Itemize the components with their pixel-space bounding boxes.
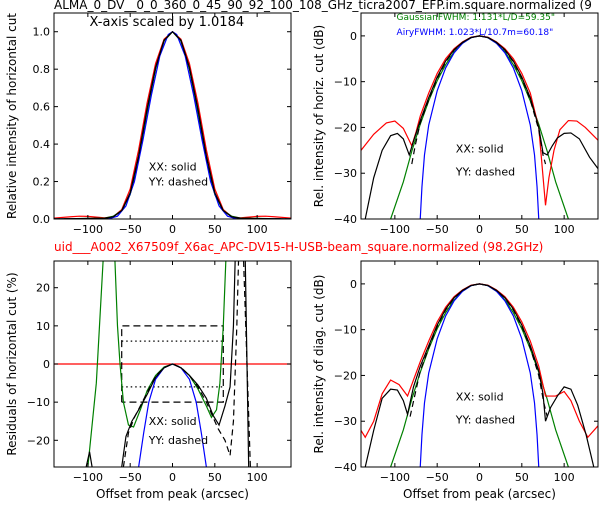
annotation-text: AiryFWHM: 1.023*L/10.7m=60.18" [397,28,554,38]
annotation-text: XX: solid [456,391,504,404]
x-tick-label: −100 [380,471,410,484]
x-tick-label: −50 [426,471,449,484]
series-line-3 [361,35,598,206]
y-tick-label: −30 [334,167,357,180]
x-tick-label: 0 [476,223,483,236]
y-tick-label: −10 [334,76,357,89]
annotation-text: YY: dashed [148,434,208,447]
y-tick-label: 0 [43,358,50,371]
x-tick-label: 50 [208,471,222,484]
x-tick-label: −100 [73,223,103,236]
y-axis-label: Rel. intensity of diag. cut (dB) [312,275,326,454]
annotation-text: XX: solid [149,160,197,173]
x-tick-label: 50 [515,471,529,484]
x-tick-label: 0 [476,471,483,484]
annotation-text: YY: dashed [148,175,208,188]
y-tick-label: −40 [334,213,357,226]
x-tick-label: −50 [119,471,142,484]
x-tick-label: 100 [554,223,575,236]
annotation-text: GaussianFWHM: 1.131*L/D=59.35" [397,13,555,23]
annotation-text: XX: solid [149,415,197,428]
x-tick-label: 100 [247,471,268,484]
x-axis-label: Offset from peak (arcsec) [96,487,249,501]
x-tick-label: 50 [208,223,222,236]
x-tick-label: −100 [73,471,103,484]
series-line-5 [411,35,547,165]
annotation-text: YY: dashed [455,166,515,179]
y-tick-label: 10 [36,320,50,333]
annotation-text: XX: solid [456,143,504,156]
series-line-12 [243,261,251,467]
panel-horizontal-cut-linear: −100 −50 0 50 100 0.0 0.2 0.4 0.6 0.8 1.0 Relative … [5,12,292,236]
series-line-2 [54,30,291,219]
series-line-11 [122,261,240,467]
x-tick-label: −100 [380,223,410,236]
y-tick-label: −20 [334,121,357,134]
series-line-1 [54,30,291,219]
y-tick-label: 0.0 [33,213,51,226]
plot-frame [360,260,599,468]
series-line-3 [54,31,291,219]
series-line-2 [419,283,540,467]
y-tick-label: 20 [36,282,50,295]
plot-frame [360,12,599,220]
x-tick-label: 50 [515,223,529,236]
series-line-9 [85,451,93,467]
annotation-text: X-axis scaled by 1.0184 [90,15,245,30]
y-tick-label: 1.0 [33,26,51,39]
x-tick-label: 100 [554,471,575,484]
y-tick-label: 0 [350,30,357,43]
y-tick-label: 0.8 [33,63,51,76]
figure-title-top: ALMA_0_DV__0_0_360_0_45_90_92_100_108_GH… [54,0,592,12]
y-tick-label: −20 [334,369,357,382]
y-tick-label: −30 [334,415,357,428]
series-line-4 [364,35,598,219]
x-tick-label: −50 [119,223,142,236]
y-tick-label: −10 [27,396,50,409]
y-tick-label: −10 [334,324,357,337]
y-tick-label: 0.2 [33,176,51,189]
figure-title-mid: uid___A002_X67509f_X6ac_APC-DV15-H-USB-b… [54,240,543,254]
y-tick-label: 0 [350,278,357,291]
series-line-5 [87,261,104,467]
y-tick-label: −20 [27,434,50,447]
y-axis-label: Rel. intensity of horiz. cut (dB) [312,25,326,207]
x-tick-label: 100 [247,223,268,236]
y-tick-label: −40 [334,461,357,474]
series-line-5 [409,283,548,417]
annotation-text: YY: dashed [455,414,515,427]
series-line-2 [419,35,540,219]
y-tick-label: 0.4 [33,138,51,151]
y-tick-label: 0.6 [33,101,51,114]
y-axis-label: Residuals of horizontal cut (%) [5,272,19,455]
x-axis-label: Offset from peak (arcsec) [403,487,556,501]
series-line-4 [54,30,291,219]
x-tick-label: 0 [169,223,176,236]
x-tick-label: 0 [169,471,176,484]
y-axis-label: Relative intensity of horizontal cut [5,13,19,219]
x-tick-label: −50 [426,223,449,236]
series-line-5 [54,30,291,219]
